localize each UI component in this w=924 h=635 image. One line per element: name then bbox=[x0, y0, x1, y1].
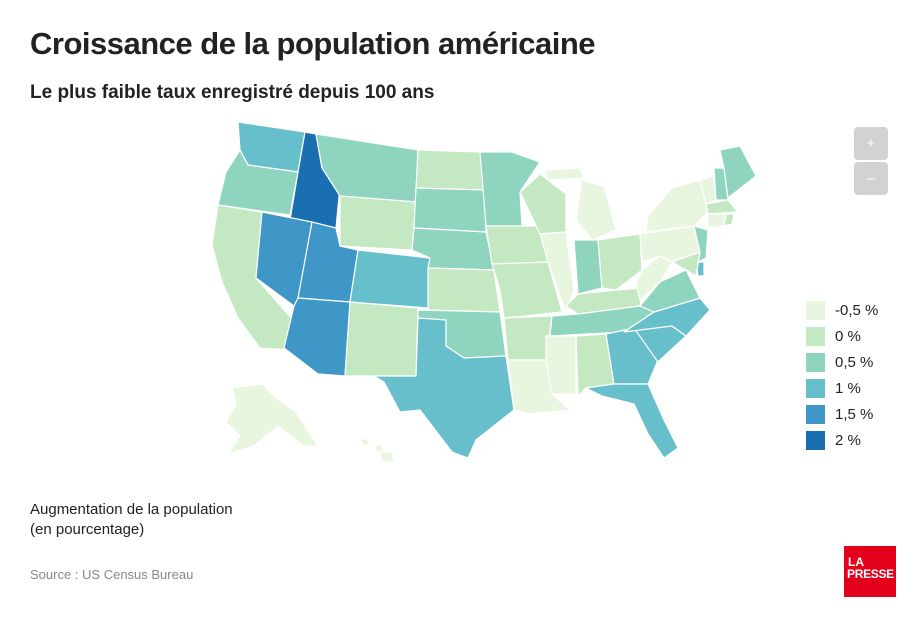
state-MD[interactable] bbox=[659, 251, 701, 277]
legend-label: 0 % bbox=[835, 328, 861, 345]
state-MO[interactable] bbox=[491, 261, 563, 319]
state-KS[interactable] bbox=[427, 267, 501, 313]
legend-swatch bbox=[806, 327, 825, 346]
legend-caption: Augmentation de la population (en pource… bbox=[30, 500, 233, 540]
map-svg bbox=[211, 121, 757, 463]
page-title: Croissance de la population américaine bbox=[30, 26, 596, 61]
legend-label: 2 % bbox=[835, 432, 861, 449]
zoom-out-button[interactable]: – bbox=[854, 162, 888, 195]
legend-label: 1,5 % bbox=[835, 406, 874, 423]
caption-line-2: (en pourcentage) bbox=[30, 521, 145, 538]
legend-label: 1 % bbox=[835, 380, 861, 397]
state-OH[interactable] bbox=[597, 233, 643, 291]
state-VA[interactable] bbox=[639, 269, 701, 313]
state-AK[interactable] bbox=[225, 383, 319, 455]
legend-swatch bbox=[806, 301, 825, 320]
state-RI[interactable] bbox=[723, 213, 735, 227]
source-note: Source : US Census Bureau bbox=[30, 567, 194, 582]
state-AZ[interactable] bbox=[283, 297, 351, 377]
legend-swatch bbox=[806, 405, 825, 424]
logo-line-1: LA bbox=[848, 555, 864, 569]
us-choropleth-map[interactable] bbox=[200, 115, 760, 475]
state-WY[interactable] bbox=[339, 195, 417, 251]
state-SD[interactable] bbox=[413, 187, 487, 233]
state-NJ[interactable] bbox=[693, 225, 709, 263]
state-HI[interactable] bbox=[359, 437, 395, 463]
state-OR[interactable] bbox=[217, 149, 299, 216]
state-FL[interactable] bbox=[585, 383, 679, 459]
state-CT[interactable] bbox=[707, 213, 727, 229]
legend-swatch bbox=[806, 353, 825, 372]
legend-label: -0,5 % bbox=[835, 302, 879, 319]
state-ME[interactable] bbox=[719, 145, 757, 199]
state-MA[interactable] bbox=[705, 199, 739, 215]
state-MS[interactable] bbox=[545, 335, 577, 395]
legend-swatch bbox=[806, 431, 825, 450]
page-subtitle: Le plus faible taux enregistré depuis 10… bbox=[30, 82, 435, 103]
legend-label: 0,5 % bbox=[835, 354, 874, 371]
state-ND[interactable] bbox=[415, 149, 485, 191]
state-MI[interactable] bbox=[544, 167, 617, 241]
state-NY[interactable] bbox=[645, 179, 709, 233]
logo-line-2: PRESSE bbox=[847, 567, 894, 581]
state-AR[interactable] bbox=[503, 315, 553, 361]
state-TX[interactable] bbox=[373, 317, 515, 459]
state-CO[interactable] bbox=[349, 249, 431, 309]
state-IL[interactable] bbox=[539, 231, 575, 313]
state-WI[interactable] bbox=[519, 173, 567, 235]
caption-line-1: Augmentation de la population bbox=[30, 501, 233, 518]
legend-swatch bbox=[806, 379, 825, 398]
state-IN[interactable] bbox=[573, 239, 603, 295]
zoom-in-button[interactable]: + bbox=[854, 127, 888, 160]
la-presse-logo: LA PRESSE bbox=[844, 546, 896, 597]
state-NM[interactable] bbox=[344, 301, 419, 377]
